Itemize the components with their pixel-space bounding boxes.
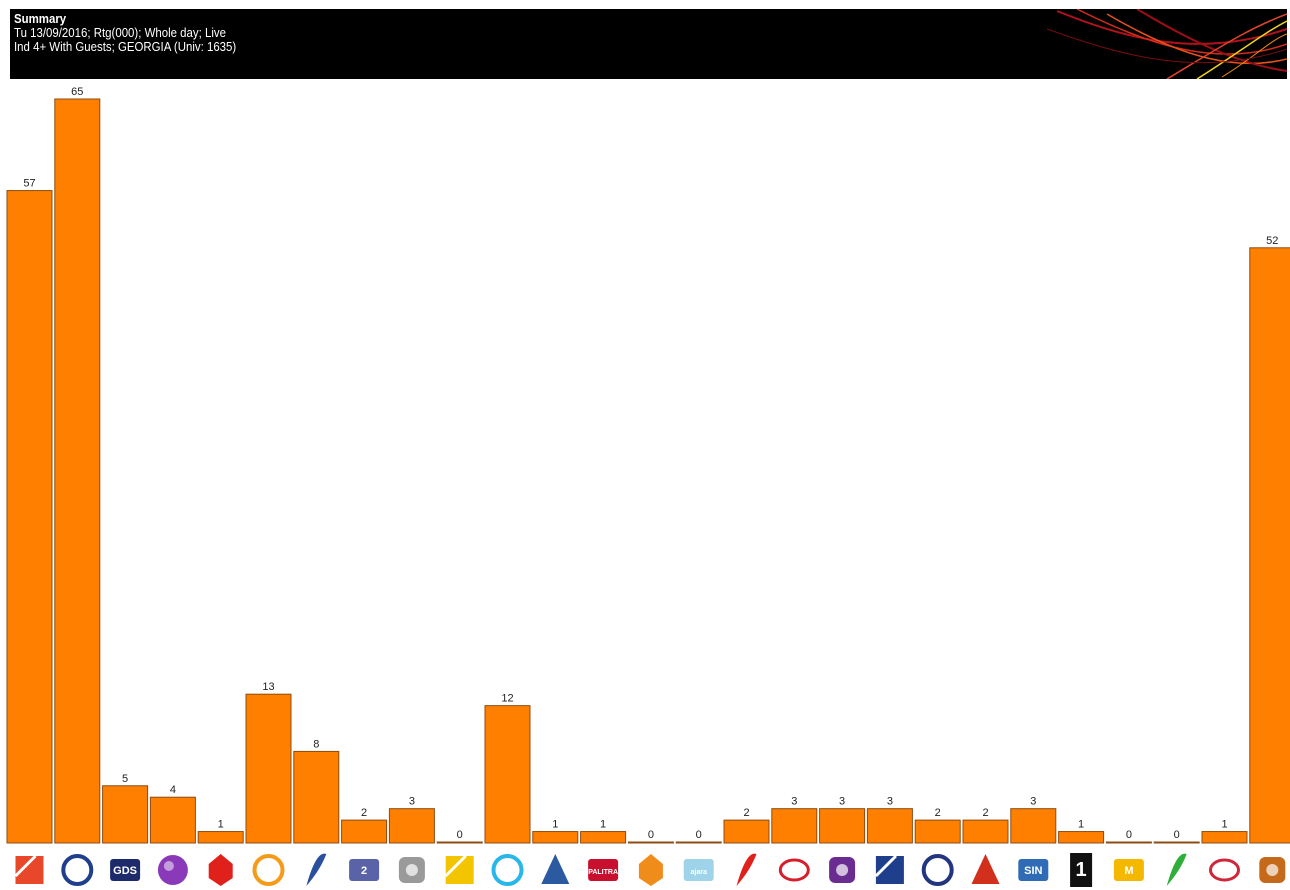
value-label: 0 — [1174, 829, 1180, 841]
globe-logo-icon — [541, 854, 570, 884]
red-swirl-logo-icon — [778, 858, 810, 882]
value-label: 65 — [71, 86, 83, 98]
value-label: 0 — [457, 829, 463, 841]
crescent-logo-icon — [398, 857, 425, 883]
cyan-oval-logo-icon — [491, 854, 524, 886]
value-label: 1 — [1078, 819, 1084, 831]
value-label: 3 — [409, 796, 415, 808]
svg-text:SIN: SIN — [1024, 865, 1042, 877]
bar-chart: 57 65 5 4 1 13 8 2 3 0 12 1 1 0 0 2 3 3 3 2 2 3 1 0 0 1 52 GDS 2 PALI… — [6, 86, 1290, 887]
red-yellow-emblem-logo-icon — [971, 854, 1000, 884]
value-label: 3 — [887, 796, 893, 808]
value-label: 4 — [170, 784, 176, 796]
orange-badge-logo-icon — [638, 854, 663, 886]
value-label: 1 — [552, 819, 558, 831]
swoosh-decoration-icon — [1047, 9, 1287, 79]
bar-channel-25 — [1153, 841, 1200, 844]
bar-channel-12 — [532, 831, 579, 844]
value-label: 3 — [1030, 796, 1036, 808]
bar-channel-9 — [388, 808, 435, 844]
value-label: 12 — [501, 693, 513, 705]
bar-channel-4 — [149, 796, 196, 844]
bar-channel-5 — [197, 831, 244, 844]
header-title: Summary — [14, 11, 67, 26]
square-two-logo-icon: 2 — [349, 859, 380, 881]
value-label: 0 — [1126, 829, 1132, 841]
bar-channel-22 — [1010, 808, 1057, 844]
purple-fan-logo-icon — [157, 855, 188, 885]
value-label: 2 — [982, 807, 988, 819]
bar-channel-17 — [771, 808, 818, 844]
purple-bar-logo-icon — [829, 857, 856, 883]
value-label: 52 — [1266, 235, 1278, 247]
bar-channel-20 — [914, 819, 961, 844]
bar-channel-14 — [627, 841, 674, 844]
red-signal-logo-icon — [736, 853, 757, 886]
bar-channel-3 — [102, 785, 149, 844]
bar-channel-11 — [484, 705, 531, 844]
header-line-date: Tu 13/09/2016; Rtg(000); Whole day; Live — [14, 25, 226, 40]
value-label: 2 — [935, 807, 941, 819]
gds-logo-icon: GDS — [110, 859, 141, 881]
bar-channel-18 — [819, 808, 866, 844]
svg-text:GDS: GDS — [113, 865, 137, 877]
bar-channel-10 — [436, 841, 483, 844]
e-circle-logo-icon — [61, 854, 94, 886]
bar-channel-27 — [1249, 247, 1290, 844]
blue-feather-logo-icon — [306, 853, 327, 886]
blue-ball-logo-icon — [874, 854, 904, 884]
bar-channel-24 — [1105, 841, 1152, 844]
value-label: 0 — [696, 829, 702, 841]
svg-text:M: M — [1124, 865, 1133, 877]
svg-text:PALITRA: PALITRA — [588, 869, 618, 876]
value-label: 1 — [1221, 819, 1227, 831]
yellow-tv-logo-icon: M — [1113, 859, 1144, 881]
bar-channel-19 — [866, 808, 913, 844]
value-label: 2 — [743, 807, 749, 819]
bar-channel-13 — [580, 831, 627, 844]
bar-channel-6 — [245, 693, 292, 844]
bar-channel-21 — [962, 819, 1009, 844]
faint-text-logo-icon: ajara — [683, 859, 714, 881]
bar-channel-7 — [293, 750, 340, 844]
blue-ring-logo-icon — [921, 854, 954, 886]
svg-text:2: 2 — [361, 865, 367, 877]
value-label: 3 — [791, 796, 797, 808]
blue-box-logo-icon: SIN — [1018, 859, 1049, 881]
value-label: 13 — [262, 681, 274, 693]
bar-channel-1 — [6, 190, 53, 844]
value-label: 2 — [361, 807, 367, 819]
value-label: 57 — [23, 178, 35, 190]
value-label: 8 — [313, 738, 319, 750]
bar-channel-8 — [341, 819, 388, 844]
bar-channel-26 — [1201, 831, 1248, 844]
orange-cube-logo-icon — [252, 854, 285, 886]
value-label: 5 — [122, 773, 128, 785]
svg-text:1: 1 — [1076, 859, 1087, 881]
value-label: 0 — [648, 829, 654, 841]
bar-channel-15 — [675, 841, 722, 844]
header-text: Summary Tu 13/09/2016; Rtg(000); Whole d… — [14, 12, 236, 54]
value-label: 3 — [839, 796, 845, 808]
value-label: 1 — [600, 819, 606, 831]
bar-channel-23 — [1058, 831, 1105, 844]
bar-channel-16 — [723, 819, 770, 844]
red-diagonal-logo-icon — [14, 854, 44, 884]
palitra-news-logo-icon: PALITRA — [588, 859, 619, 881]
star-map-logo-icon — [1209, 858, 1240, 882]
tv-set-logo-icon — [1259, 857, 1286, 883]
bar-channel-2 — [54, 98, 101, 844]
report-header: Summary Tu 13/09/2016; Rtg(000); Whole d… — [10, 9, 1287, 79]
svg-text:ajara: ajara — [691, 869, 707, 876]
value-label: 1 — [218, 819, 224, 831]
red-power-logo-icon — [208, 854, 233, 886]
black-one-logo-icon: 1 — [1070, 853, 1093, 887]
yellow-black-logo-icon — [444, 854, 474, 884]
header-line-target: Ind 4+ With Guests; GEORGIA (Univ: 1635) — [14, 39, 237, 54]
green-pulse-logo-icon — [1166, 853, 1187, 886]
